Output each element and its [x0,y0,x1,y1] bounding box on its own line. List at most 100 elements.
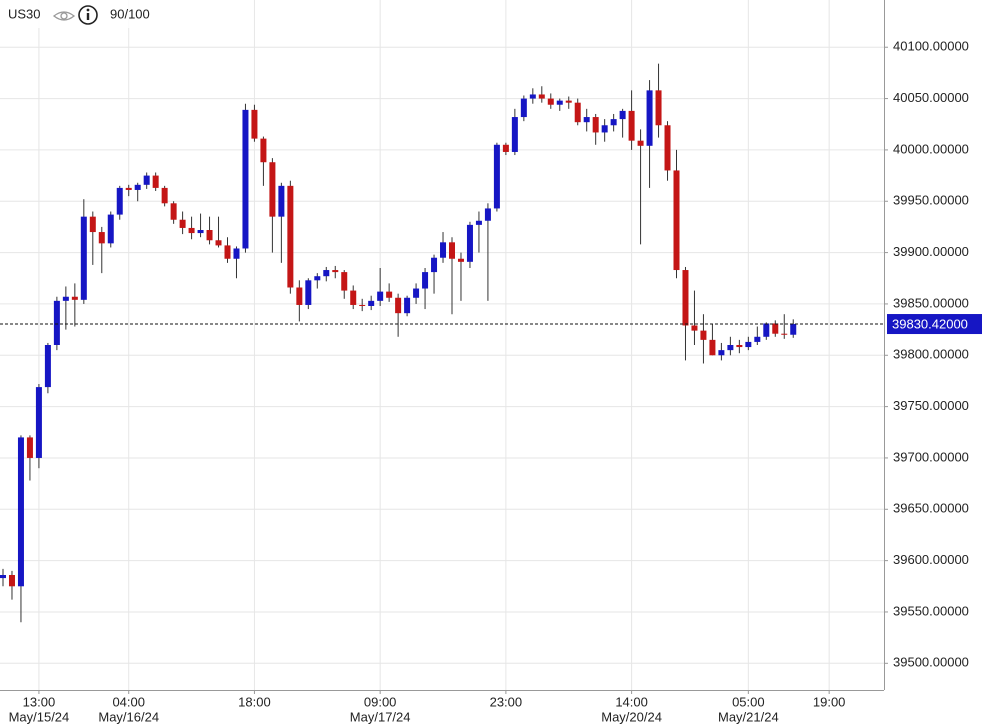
x-tick-label: 23:00 [490,694,523,709]
candle-body [134,184,141,190]
candle-body [0,575,6,579]
candle-body [44,345,51,388]
candle-body [89,216,96,233]
last-price-box [887,314,982,335]
candle-body [664,125,671,171]
y-tick-label: 39900.00000 [893,244,969,259]
date-label: May/21/24 [718,709,779,724]
y-tick-label: 40000.00000 [893,141,969,156]
candle-body [305,280,312,305]
candle-body [17,437,24,587]
candle-body [502,144,509,152]
candle-body [637,140,644,146]
candle-body [323,270,330,277]
x-tick-label: 04:00 [112,694,145,709]
candle-body [260,138,267,163]
candle-body [583,117,590,123]
candle-body [377,291,384,301]
date-label: May/16/24 [98,709,159,724]
symbol: US30 [8,6,41,21]
candle-body [35,387,42,458]
x-tick-label: 05:00 [732,694,765,709]
candle-body [152,175,159,188]
candle-body [359,304,366,306]
x-tick-label: 14:00 [615,694,648,709]
candle-body [547,98,554,105]
y-tick-label: 39650.00000 [893,501,969,516]
date-label: May/17/24 [350,709,411,724]
score: 90/100 [110,6,150,21]
date-label: May/15/24 [9,709,70,724]
candle-body [206,230,213,241]
candle-body [386,291,393,298]
candle-body [422,272,429,289]
candle-body [574,102,581,123]
candle-body [556,100,563,105]
candle-body [709,339,716,356]
eye-icon[interactable] [52,11,76,21]
y-tick-label: 39950.00000 [893,193,969,208]
candle-body [790,324,797,335]
candle-body [781,333,788,335]
candle-body [161,187,168,204]
y-tick-label: 39850.00000 [893,295,969,310]
candle-body [53,300,60,345]
y-tick-label: 40050.00000 [893,90,969,105]
info-icon[interactable] [78,5,98,25]
candle-body [700,330,707,340]
candle-body [188,227,195,234]
candle-body [395,297,402,314]
grid [0,0,884,690]
candle-body [619,110,626,120]
y-tick-label: 39750.00000 [893,398,969,413]
x-tick-label: 19:00 [813,694,846,709]
candle-body [413,288,420,298]
candle-body [520,98,527,118]
candle-body [628,110,635,141]
x-tick-label: 09:00 [364,694,397,709]
candle-body [197,230,204,234]
candle-body [368,300,375,306]
candle-body [691,325,698,331]
candle-body [8,575,15,587]
candle-body [170,203,177,220]
candle-body [457,258,464,262]
candle-body [763,323,770,337]
candle-body [314,276,321,281]
candle-body [736,345,743,348]
candle-body [449,242,455,259]
candle-body [278,185,285,217]
candle-body [332,270,339,273]
candle-body [269,162,276,217]
candle-body [745,341,752,348]
candle-body [107,214,114,244]
candle-body [466,224,473,262]
candle-body [341,272,348,291]
candles [0,63,797,623]
candle-body [431,257,438,273]
y-tick-label: 40100.00000 [893,39,969,54]
candle-body [404,297,411,314]
candle-body [646,90,653,146]
candle-body [673,170,680,271]
candle-body [529,94,536,99]
x-tick-label: 18:00 [238,694,271,709]
candle-body [610,119,617,126]
candle-body [718,350,725,356]
candle-body [179,219,186,228]
candle-body [682,270,689,326]
y-tick-label: 39550.00000 [893,603,969,618]
candle-body [475,220,482,225]
candle-body [71,296,78,300]
y-tick-label: 39700.00000 [893,449,969,464]
y-tick-label: 39600.00000 [893,552,969,567]
candle-body [493,144,500,209]
candle-body [727,345,734,351]
y-tick-label: 39500.00000 [893,655,969,670]
candle-body [62,296,69,301]
candle-body [80,216,87,300]
y-tick-label: 39800.00000 [893,347,969,362]
candle-body [511,117,518,152]
candle-body [772,323,779,334]
